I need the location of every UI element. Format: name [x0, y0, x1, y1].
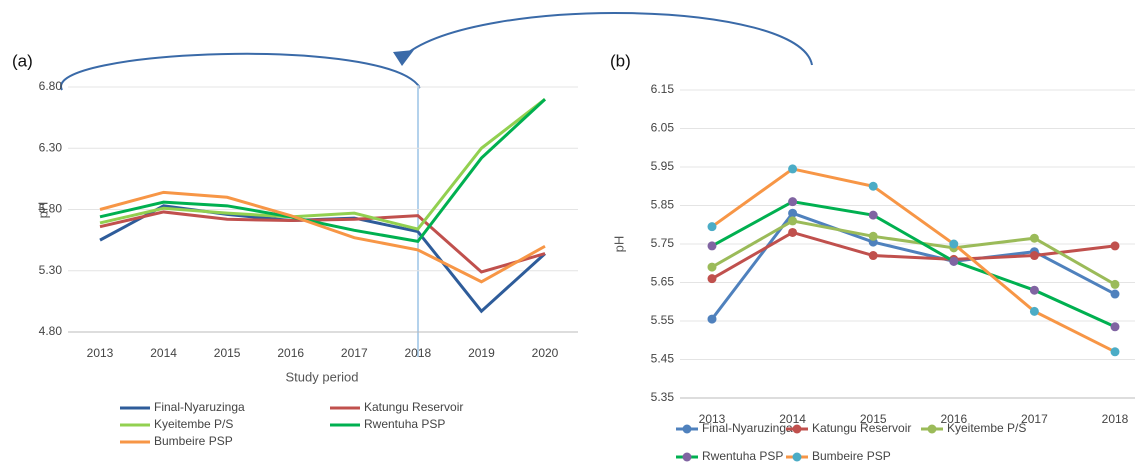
series-line [711, 230, 1116, 280]
legend-label: Kyeitembe P/S [154, 417, 233, 431]
x-tick-label: 2013 [699, 412, 726, 426]
series-line [99, 204, 547, 314]
data-point [1029, 233, 1039, 243]
y-tick-label: 5.55 [651, 313, 675, 327]
y-tick-label: 6.30 [39, 140, 63, 154]
x-tick-label: 2017 [1021, 412, 1048, 426]
y-axis-title: pH [35, 202, 50, 219]
data-point [707, 314, 717, 324]
data-point [788, 227, 798, 237]
legend-marker [927, 424, 937, 434]
x-tick-label: 2019 [468, 346, 495, 360]
y-axis-title: pH [611, 236, 626, 253]
arrow-head [393, 50, 414, 66]
data-point [707, 222, 717, 232]
y-tick-label: 5.35 [651, 390, 675, 404]
y-tick-label: 5.30 [39, 263, 63, 277]
series-line [99, 98, 546, 231]
x-axis-title: Study period [286, 369, 359, 384]
data-point [1029, 306, 1039, 316]
x-tick-label: 2013 [87, 346, 114, 360]
data-point [707, 274, 717, 284]
data-point [1110, 289, 1120, 299]
y-tick-label: 5.75 [651, 236, 675, 250]
data-point [1110, 347, 1120, 357]
legend-marker [682, 452, 692, 462]
data-point [707, 262, 717, 272]
legend-label: Final-Nyaruzinga [702, 421, 793, 435]
data-point [1110, 279, 1120, 289]
series-line [710, 211, 1116, 320]
data-point [868, 231, 878, 241]
y-tick-label: 5.65 [651, 275, 675, 289]
x-tick-label: 2018 [1102, 412, 1129, 426]
legend-label: Rwentuha PSP [702, 449, 783, 463]
data-point [1029, 285, 1039, 295]
data-point [1110, 322, 1120, 332]
data-point [788, 197, 798, 207]
series-line [99, 98, 547, 243]
x-tick-label: 2018 [405, 346, 432, 360]
y-tick-label: 6.15 [651, 82, 675, 96]
legend-label: Final-Nyaruzinga [154, 400, 245, 414]
legend-marker [682, 424, 692, 434]
series-line [711, 219, 1116, 286]
x-tick-label: 2017 [341, 346, 368, 360]
series-line [711, 167, 1116, 354]
x-tick-label: 2014 [150, 346, 177, 360]
y-tick-label: 5.80 [39, 202, 63, 216]
y-tick-label: 5.85 [651, 198, 675, 212]
legend-marker [792, 452, 802, 462]
data-point [788, 208, 798, 218]
data-point [788, 164, 798, 174]
x-tick-label: 2016 [277, 346, 304, 360]
legend-label: Bumbeire PSP [812, 449, 891, 463]
y-tick-label: 6.05 [651, 121, 675, 135]
connector-arrow [404, 12, 813, 66]
x-tick-label: 2015 [860, 412, 887, 426]
data-point [788, 216, 798, 226]
y-tick-label: 5.95 [651, 159, 675, 173]
series-line [99, 190, 546, 284]
x-tick-label: 2020 [532, 346, 559, 360]
legend-label: Bumbeire PSP [154, 434, 233, 448]
data-point [707, 241, 717, 251]
x-tick-label: 2016 [940, 412, 967, 426]
data-point [949, 256, 959, 266]
legend-label: Katungu Reservoir [812, 421, 911, 435]
data-point [868, 210, 878, 220]
x-tick-label: 2015 [214, 346, 241, 360]
data-point [1029, 251, 1039, 261]
legend-label: Rwentuha PSP [364, 417, 445, 431]
y-tick-label: 4.80 [39, 324, 63, 338]
data-point [868, 251, 878, 261]
legend-label: Kyeitembe P/S [947, 421, 1026, 435]
panel-label: (a) [12, 51, 33, 70]
series-line [99, 210, 546, 274]
bracket-arc [60, 52, 421, 91]
data-point [949, 239, 959, 249]
legend-label: Katungu Reservoir [364, 400, 463, 414]
legend-marker [792, 424, 802, 434]
panel-label: (b) [610, 51, 631, 70]
x-tick-label: 2014 [779, 412, 806, 426]
data-point [1110, 241, 1120, 251]
data-point [868, 181, 878, 191]
series-line [711, 200, 1116, 329]
y-tick-label: 6.80 [39, 79, 63, 93]
y-tick-label: 5.45 [651, 352, 675, 366]
